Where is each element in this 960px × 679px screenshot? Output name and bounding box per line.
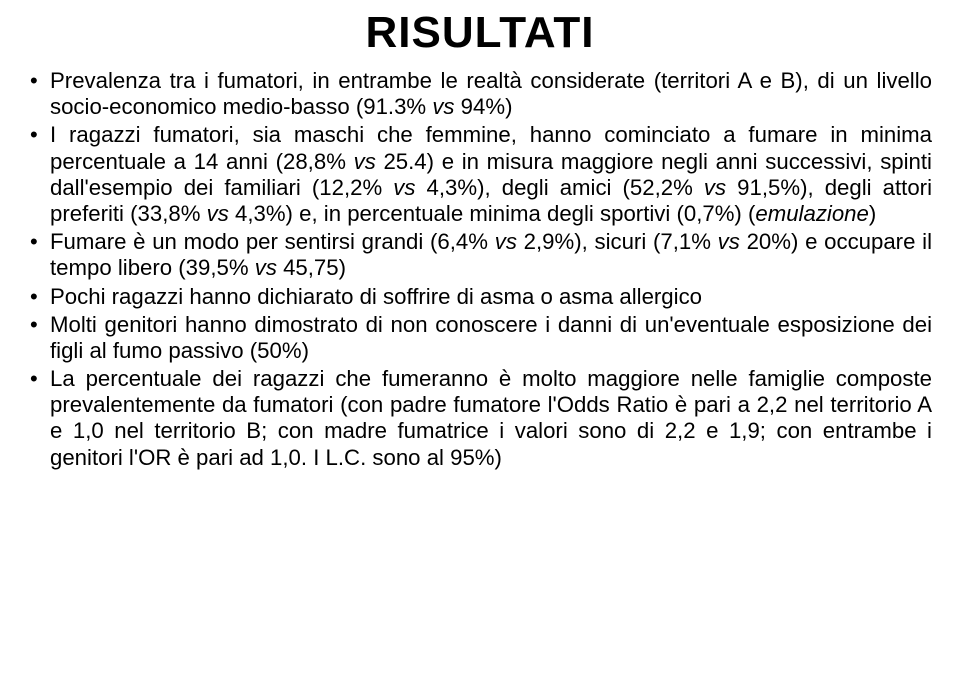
list-item: Prevalenza tra i fumatori, in entrambe l…	[28, 68, 932, 120]
list-item: I ragazzi fumatori, sia maschi che femmi…	[28, 122, 932, 227]
list-item: Fumare è un modo per sentirsi grandi (6,…	[28, 229, 932, 281]
bullet-list: Prevalenza tra i fumatori, in entrambe l…	[28, 68, 932, 471]
list-item: La percentuale dei ragazzi che fumeranno…	[28, 366, 932, 471]
list-item: Molti genitori hanno dimostrato di non c…	[28, 312, 932, 364]
list-item: Pochi ragazzi hanno dichiarato di soffri…	[28, 284, 932, 310]
slide-page: RISULTATI Prevalenza tra i fumatori, in …	[0, 0, 960, 471]
page-title: RISULTATI	[28, 8, 932, 58]
